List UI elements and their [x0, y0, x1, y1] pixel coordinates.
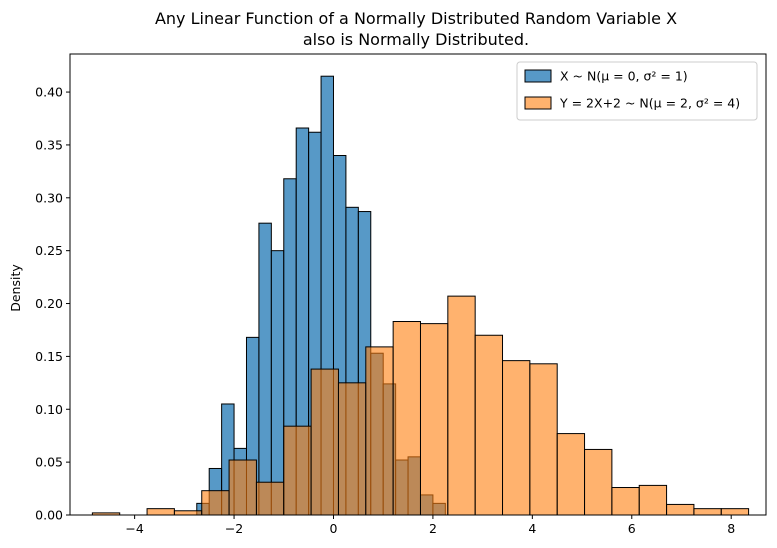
y-tick-label: 0.30 — [35, 190, 63, 205]
series-y-bar — [337, 382, 367, 516]
series-y-bar — [693, 508, 722, 516]
series-y-bar — [720, 508, 750, 516]
y-tick-label: 0.25 — [35, 243, 63, 258]
legend-label: X ~ N(μ = 0, σ² = 1) — [560, 69, 688, 84]
legend: X ~ N(μ = 0, σ² = 1) Y = 2X+2 ~ N(μ = 2, … — [516, 61, 758, 121]
series-x-bar — [258, 222, 272, 516]
series-y-bar — [228, 459, 257, 516]
x-tick-label: 6 — [628, 521, 636, 536]
series-y-bar — [310, 368, 339, 516]
series-y-bar — [666, 503, 695, 516]
series-y-bar — [611, 487, 640, 516]
x-tick-label: 2 — [429, 521, 437, 536]
legend-swatch — [524, 69, 552, 83]
series-y-bar — [201, 490, 230, 516]
series-y-bar — [255, 481, 285, 516]
y-axis-label: Density — [8, 264, 23, 312]
x-tick-label: 0 — [330, 521, 338, 536]
x-tick-label: −2 — [225, 521, 243, 536]
series-y-bar — [146, 508, 175, 516]
series-y-bar — [419, 323, 449, 516]
series-y-bar — [502, 360, 531, 516]
y-tick-label: 0.05 — [35, 455, 63, 470]
y-ticks: 0.00 0.05 0.10 0.15 0.20 0.25 0.30 0.35 0.40 — [35, 85, 70, 523]
plot-frame — [69, 53, 767, 516]
series-y-bar — [529, 363, 558, 516]
series-y-bar — [365, 346, 394, 516]
series-y-bar — [173, 510, 203, 516]
x-tick-label: 8 — [727, 521, 735, 536]
series-y-bar — [447, 295, 476, 516]
chart-title-line-1: Any Linear Function of a Normally Distri… — [155, 9, 677, 28]
series-x-bar — [270, 250, 285, 516]
axes — [69, 53, 767, 516]
legend-label: Y = 2X+2 ~ N(μ = 2, σ² = 4) — [559, 96, 740, 111]
series-y-bar — [474, 334, 504, 516]
x-tick-label: −4 — [125, 521, 143, 536]
series-y-bar — [556, 433, 586, 516]
series-y-bar — [392, 321, 421, 516]
legend-swatch — [524, 96, 552, 110]
y-tick-label: 0.40 — [35, 85, 63, 100]
chart-title-line-2: also is Normally Distributed. — [303, 30, 529, 49]
x-tick-label: 4 — [528, 521, 536, 536]
y-tick-label: 0.35 — [35, 137, 63, 152]
y-tick-label: 0.00 — [35, 508, 63, 523]
series-y-bar — [638, 484, 668, 516]
chart-title: Any Linear Function of a Normally Distri… — [155, 9, 677, 49]
series-y-bar — [584, 448, 613, 516]
x-ticks: −4 −2 0 2 4 6 8 — [125, 515, 735, 536]
series-y-bar — [283, 425, 312, 516]
y-tick-label: 0.10 — [35, 402, 63, 417]
y-tick-label: 0.20 — [35, 296, 63, 311]
series-y-bars — [91, 295, 750, 516]
legend-frame — [516, 61, 758, 121]
y-tick-label: 0.15 — [35, 349, 63, 364]
